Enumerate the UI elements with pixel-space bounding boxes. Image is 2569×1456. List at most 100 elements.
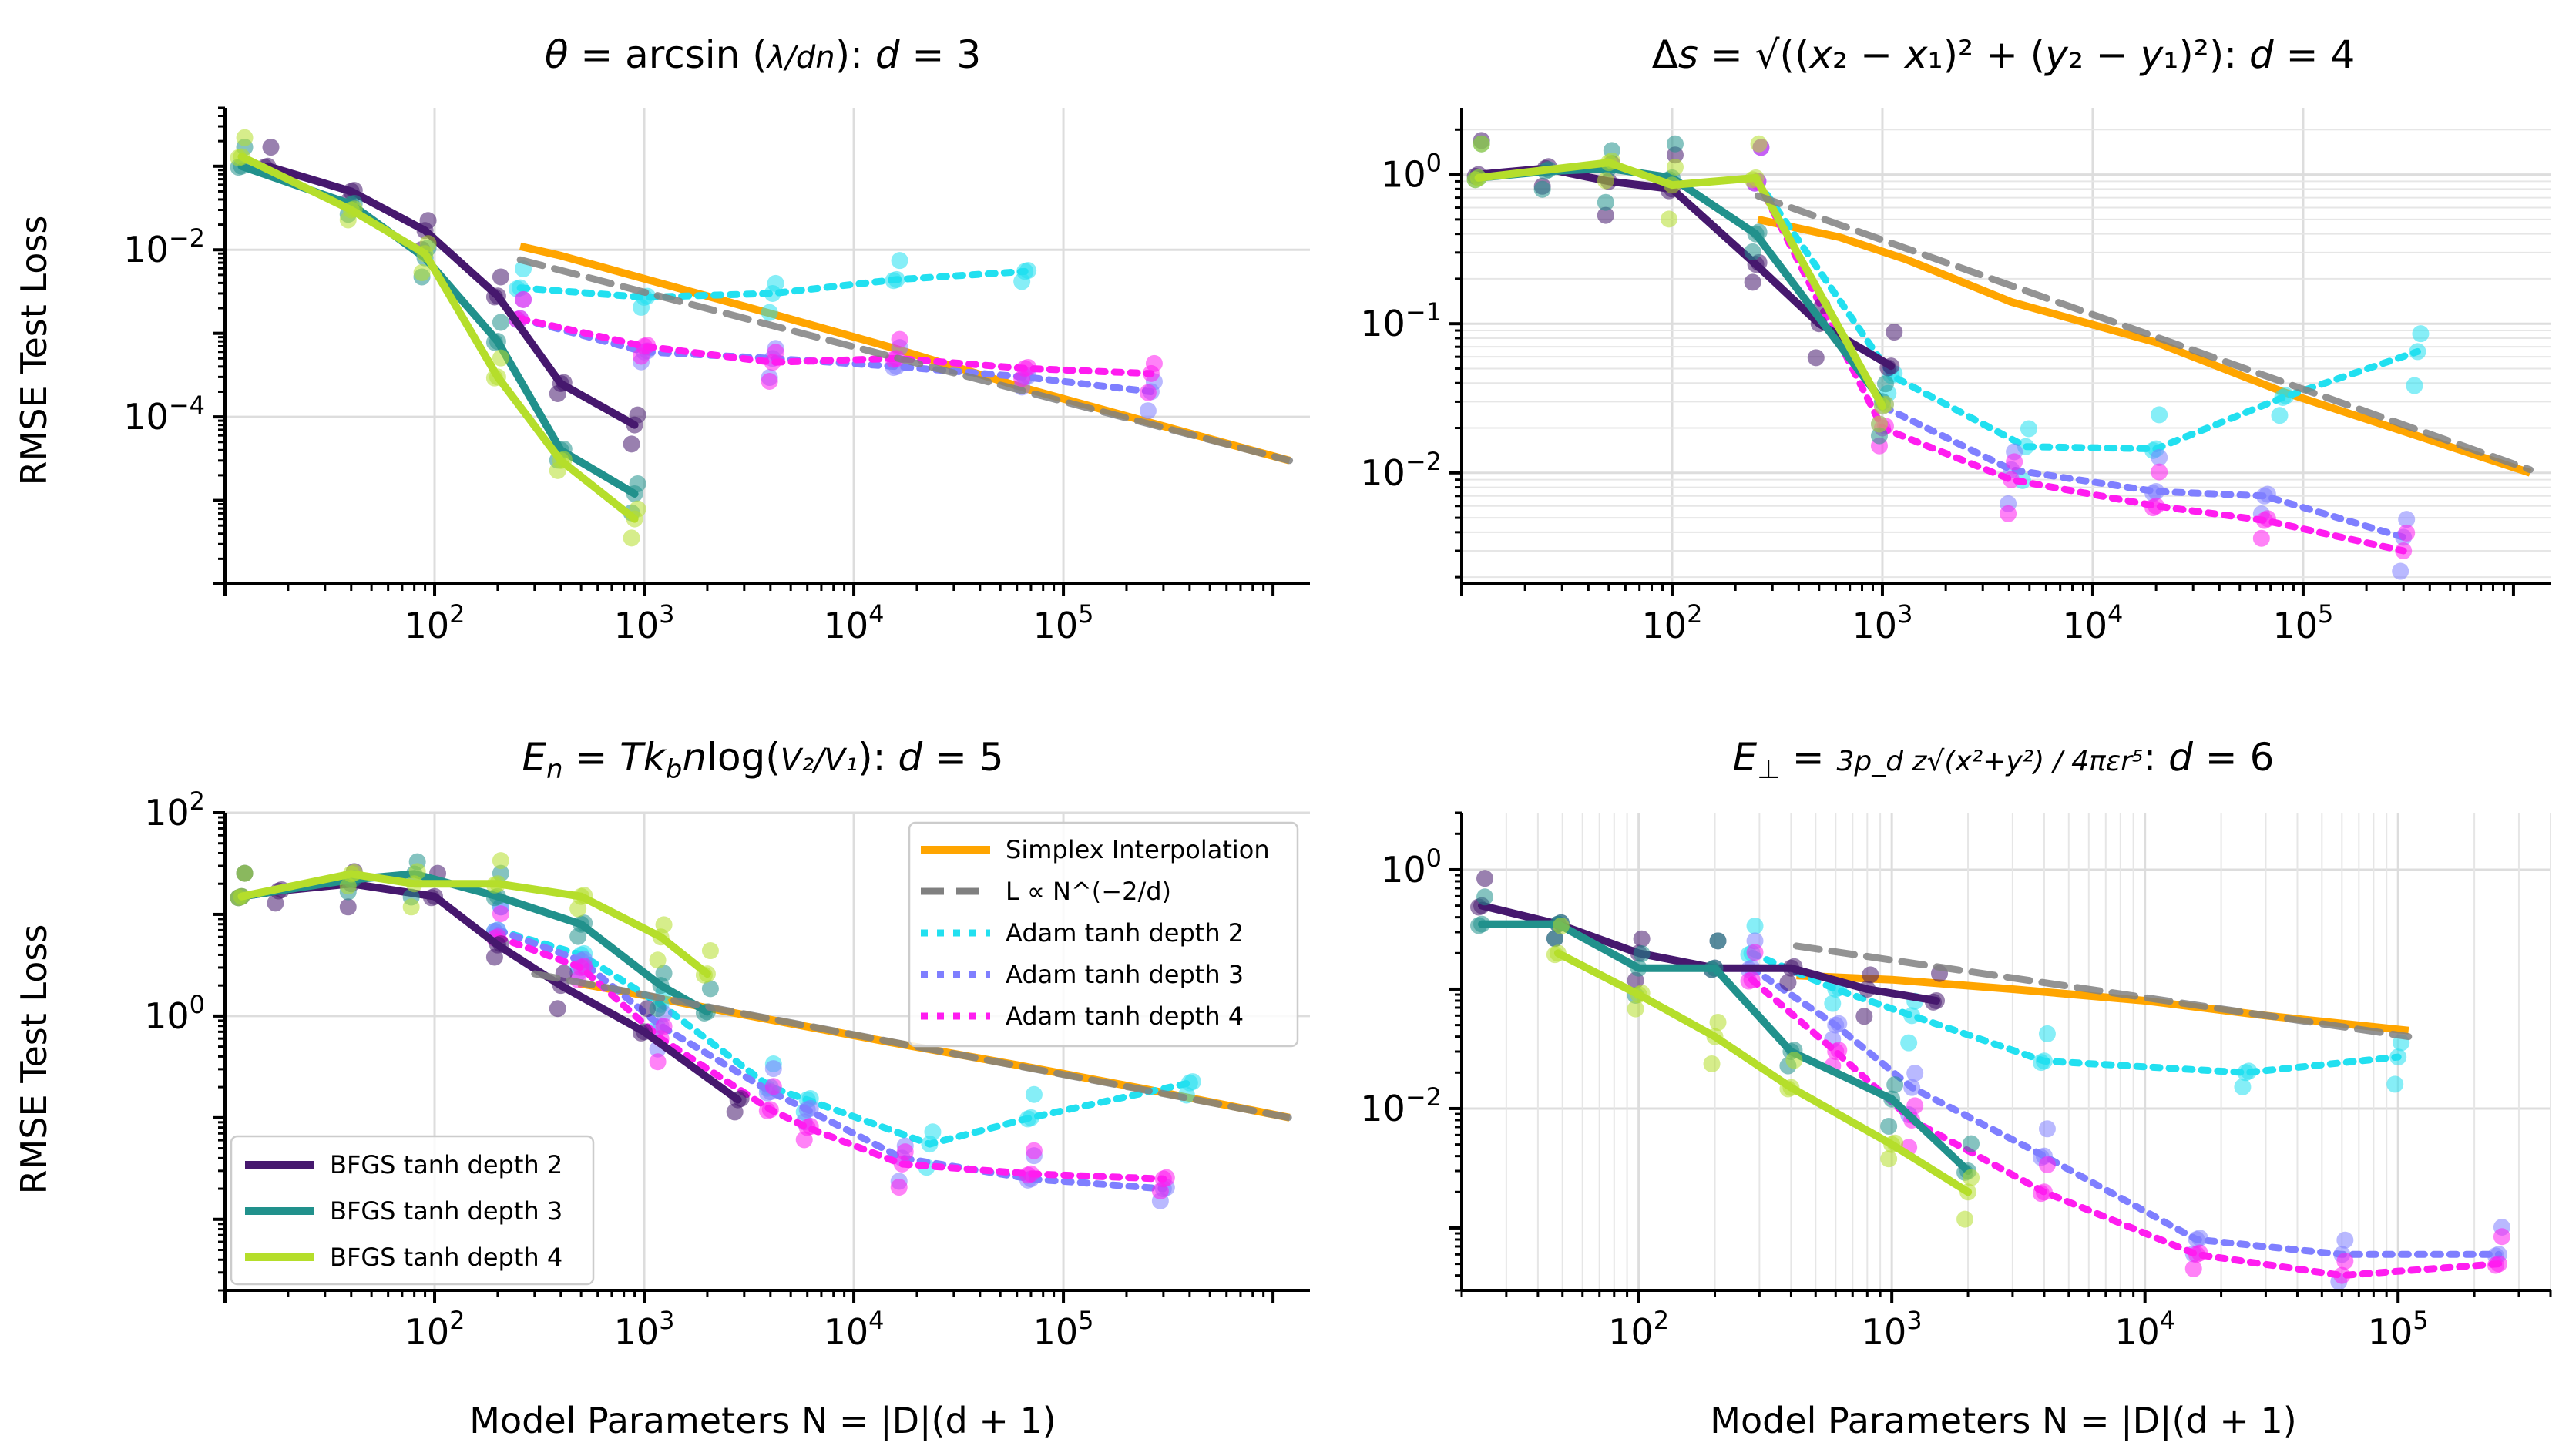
legend-label-bfgs3: BFGS tanh depth 3 (330, 1196, 562, 1226)
data-point-bfgs4 (1709, 1014, 1727, 1032)
data-point-adam2 (1746, 917, 1764, 934)
legend-label-adam4: Adam tanh depth 4 (1006, 1001, 1244, 1031)
data-point-adam2 (2271, 407, 2289, 424)
y-tick-label: 10−4 (123, 391, 205, 438)
series-line-bfgs4 (237, 153, 639, 523)
series-line-adam4 (1748, 976, 2503, 1280)
legend-label-bfgs2: BFGS tanh depth 2 (330, 1150, 562, 1179)
data-point-adam3 (1139, 402, 1157, 420)
x-tick-label: 102 (1642, 599, 1703, 646)
series-line-adam2 (516, 267, 1029, 301)
data-point-adam4 (492, 905, 509, 923)
x-tick-label: 102 (405, 599, 465, 646)
data-point-adam4 (2184, 1260, 2202, 1277)
data-point-bfgs4 (413, 263, 431, 281)
data-point-bfgs3 (1709, 932, 1727, 950)
data-point-bfgs3 (1546, 930, 1563, 948)
legend-label-bfgs4: BFGS tanh depth 4 (330, 1243, 562, 1272)
data-point-adam3 (764, 1060, 782, 1078)
data-point-bfgs4 (402, 898, 420, 916)
data-point-adam4 (1746, 944, 1764, 961)
data-point-adam4 (2336, 1253, 2354, 1270)
data-point-bfgs2 (1855, 1008, 1873, 1025)
data-point-adam3 (2151, 448, 2168, 466)
data-point-bfgs2 (1476, 870, 1494, 887)
data-point-adam4 (515, 290, 532, 308)
panel-title: Δs = √((x₂ − x₁)² + (y₂ − y₁)²): d = 4 (1652, 32, 2356, 77)
data-point-adam4 (764, 1078, 782, 1095)
data-point-bfgs4 (1956, 1210, 1974, 1228)
x-tick-label: 105 (2272, 599, 2333, 646)
series-line-adam3 (516, 315, 1155, 395)
data-point-adam3 (2038, 1120, 2056, 1138)
y-tick-label: 100 (1381, 844, 1442, 891)
data-point-adam2 (1025, 1085, 1043, 1103)
data-point-adam4 (761, 373, 778, 391)
y-tick-label: 10−2 (1360, 1082, 1442, 1129)
data-point-adam4 (1139, 384, 1157, 401)
panel-title: θ = arcsin (λ/dn): d = 3 (545, 32, 981, 77)
legend-label-simplex: Simplex Interpolation (1006, 835, 1270, 864)
legend-bottom: BFGS tanh depth 2 BFGS tanh depth 3 BFGS t… (230, 1135, 595, 1286)
data-point-adam4 (2006, 453, 2023, 471)
series-line-bfgs4 (1553, 949, 1973, 1196)
data-point-bfgs3 (1476, 888, 1494, 906)
series-line-adam4 (494, 933, 1167, 1183)
data-point-bfgs4 (1963, 1169, 1980, 1186)
x-tick-label: 103 (614, 599, 675, 646)
data-point-bfgs4 (1880, 1150, 1898, 1168)
data-point-bfgs2 (549, 1000, 566, 1018)
data-point-bfgs2 (419, 212, 437, 230)
legend-frame (230, 1135, 595, 1286)
y-tick-label: 100 (144, 990, 205, 1037)
data-point-bfgs4 (1552, 917, 1570, 934)
data-point-adam4 (2493, 1228, 2510, 1246)
x-tick-label: 103 (1862, 1306, 1923, 1353)
data-point-bfgs3 (655, 965, 673, 982)
data-point-bfgs4 (492, 852, 509, 870)
legend-top: Simplex Interpolation L ∝ N^(−2/d) Adam ta… (908, 821, 1299, 1048)
data-point-adam2 (1900, 1034, 1918, 1052)
y-tick-label: 10−2 (1360, 447, 1442, 494)
data-point-bfgs4 (1785, 1052, 1803, 1069)
data-point-bfgs2 (1779, 974, 1797, 991)
data-point-adam4 (1025, 1142, 1043, 1159)
series-line-simplex (1796, 971, 2409, 1035)
data-point-bfgs4 (1750, 135, 1768, 153)
data-point-adam4 (649, 1053, 667, 1071)
x-tick-label: 105 (1033, 599, 1094, 646)
data-point-bfgs4 (236, 864, 254, 882)
x-tick-label: 104 (2063, 599, 2124, 646)
data-point-adam4 (2000, 505, 2017, 522)
data-point-bfgs2 (1886, 324, 1903, 341)
series-line-adam2 (1748, 949, 2402, 1076)
data-point-adam4 (896, 1143, 914, 1161)
data-point-adam4 (1906, 1097, 1924, 1115)
data-point-bfgs4 (1870, 415, 1888, 433)
y-tick-label: 100 (1381, 149, 1442, 196)
series-line-bfgs2 (264, 162, 639, 429)
data-point-bfgs2 (1633, 930, 1651, 948)
y-tick-label: 10−2 (123, 223, 205, 270)
x-tick-label: 102 (1608, 1306, 1669, 1353)
x-tick-label: 104 (824, 599, 885, 646)
series-line-adam2 (1754, 177, 2421, 453)
data-point-bfgs2 (339, 898, 357, 916)
x-tick-label: 105 (2368, 1306, 2429, 1353)
data-point-bfgs4 (701, 942, 719, 960)
panel-arcsin: 102 103 104 105 10−2 10−4 θ = arcsin (λ/dn): … (123, 32, 1310, 646)
y-axis-label-top: RMSE Test Loss (13, 216, 55, 486)
data-point-bfgs2 (629, 406, 646, 424)
x-tick-label: 103 (1852, 599, 1913, 646)
data-point-adam2 (2151, 406, 2168, 424)
data-point-bfgs4 (623, 529, 640, 547)
series-line-ref (516, 256, 1294, 465)
data-point-adam4 (1145, 354, 1163, 372)
data-point-bfgs3 (492, 314, 509, 331)
panel-distance: 102 103 104 105 100 10−1 10−2 Δs = √((x₂ − x₁)… (1360, 32, 2551, 646)
data-point-adam4 (2333, 1266, 2351, 1284)
data-point-bfgs4 (419, 235, 437, 253)
data-point-bfgs3 (1963, 1135, 1980, 1152)
data-point-bfgs4 (492, 349, 509, 367)
